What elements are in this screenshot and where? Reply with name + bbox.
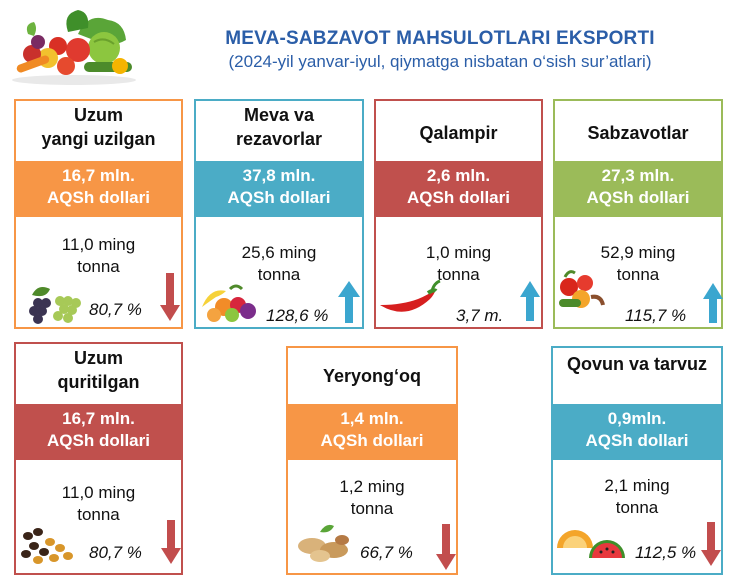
card-title: Uzum yangi uzilgan: [16, 103, 181, 151]
value-band: 2,6 mln. AQSh dollari: [374, 161, 543, 217]
export-volume: 2,1 ming tonna: [553, 475, 721, 519]
export-volume: 52,9 ming tonna: [555, 242, 721, 286]
export-value: 0,9mln.: [607, 409, 667, 428]
card-title-line2: yangi uzilgan: [41, 129, 156, 149]
peanuts-icon: [298, 524, 349, 562]
export-volume: 11,0 ming tonna: [16, 482, 181, 526]
arrow-up-icon: [520, 281, 540, 321]
export-unit: AQSh dollari: [227, 188, 331, 207]
growth-rate: 3,7 m.: [456, 306, 504, 325]
volume-line2: tonna: [257, 265, 301, 284]
volume-line2: tonna: [437, 265, 480, 284]
export-volume: 1,2 ming tonna: [288, 476, 456, 520]
export-value: 1,4 mln.: [340, 409, 404, 428]
vegetables-basket-icon: [12, 10, 136, 85]
export-value: 27,3 mln.: [601, 166, 675, 185]
card-fresh-grapes: Uzum yangi uzilgan 16,7 mln. AQSh dollar…: [14, 99, 183, 329]
export-volume: 25,6 ming tonna: [196, 242, 362, 286]
page-subtitle: (2024-yil yanvar-iyul, qiymatga nisbatan…: [228, 52, 652, 71]
volume-line1: 11,0 ming: [61, 235, 136, 254]
arrow-down-icon: [160, 273, 180, 321]
arrow-down-icon: [436, 524, 456, 570]
arrow-up-icon: [703, 283, 723, 323]
fruit-assortment-icon: [202, 284, 256, 322]
growth-rate: 128,6 %: [266, 306, 329, 325]
card-pepper: Qalampir 2,6 mln. AQSh dollari 1,0 ming …: [374, 99, 543, 329]
raisins-icon: [21, 528, 73, 564]
card-title-line1: Qovun va tarvuz: [566, 354, 708, 374]
arrow-down-icon: [161, 520, 181, 564]
card-title: Qalampir: [376, 121, 541, 145]
export-unit: AQSh dollari: [47, 188, 150, 207]
export-unit: AQSh dollari: [585, 431, 689, 450]
vegetables-icon: [559, 270, 605, 308]
export-unit: AQSh dollari: [407, 188, 510, 207]
value-band: 16,7 mln. AQSh dollari: [14, 161, 183, 217]
value-band: 16,7 mln. AQSh dollari: [14, 404, 183, 460]
card-title: Yeryong‘oq: [288, 364, 456, 388]
growth-rate: 115,7 %: [625, 306, 687, 325]
card-title-line1: Yeryong‘oq: [322, 366, 421, 386]
export-value: 16,7 mln.: [62, 409, 135, 428]
card-title-line1: Uzum: [74, 348, 123, 368]
card-dried-grapes: Uzum quritilgan 16,7 mln. AQSh dollari 1…: [14, 342, 183, 575]
card-title-line2: quritilgan: [57, 372, 140, 392]
card-peanuts: Yeryong‘oq 1,4 mln. AQSh dollari 1,2 min…: [286, 346, 458, 575]
volume-line2: tonna: [615, 498, 659, 517]
card-title-line1: Meva va: [243, 105, 315, 125]
volume-line2: tonna: [616, 265, 660, 284]
export-value: 2,6 mln.: [426, 166, 491, 185]
chili-pepper-icon: [380, 279, 441, 312]
volume-line1: 25,6 ming: [241, 243, 317, 262]
card-title-line1: Uzum: [74, 105, 123, 125]
export-unit: AQSh dollari: [586, 188, 690, 207]
growth-rate: 66,7 %: [360, 543, 413, 562]
volume-line1: 1,0 ming: [425, 243, 492, 262]
growth-rate: 112,5 %: [635, 543, 697, 562]
volume-line2: tonna: [77, 257, 120, 276]
volume-line2: tonna: [77, 505, 120, 524]
volume-line1: 1,2 ming: [339, 477, 405, 496]
card-title: Sabzavotlar: [555, 121, 721, 145]
card-title: Meva va rezavorlar: [196, 103, 362, 151]
card-title: Uzum quritilgan: [16, 346, 181, 394]
export-unit: AQSh dollari: [320, 431, 424, 450]
volume-line1: 2,1 ming: [604, 476, 670, 495]
growth-rate: 80,7 %: [89, 543, 142, 562]
value-band: 1,4 mln. AQSh dollari: [286, 404, 458, 460]
arrow-up-icon: [338, 281, 360, 323]
value-band: 0,9mln. AQSh dollari: [551, 404, 723, 460]
page-title: MEVA-SABZAVOT MAHSULOTLARI EKSPORTI: [225, 28, 655, 49]
volume-line2: tonna: [350, 499, 394, 518]
value-band: 27,3 mln. AQSh dollari: [553, 161, 723, 217]
volume-line1: 11,0 ming: [61, 483, 136, 502]
card-title: Qovun va tarvuz: [553, 352, 721, 376]
export-value: 16,7 mln.: [62, 166, 135, 185]
card-title-line1: Sabzavotlar: [587, 123, 689, 143]
value-band: 37,8 mln. AQSh dollari: [194, 161, 364, 217]
card-title-line1: Qalampir: [419, 123, 498, 143]
melon-watermelon-icon: [557, 530, 625, 558]
card-title-line2: rezavorlar: [235, 129, 323, 149]
fresh-grapes-icon: [29, 287, 81, 324]
growth-rate: 80,7 %: [89, 300, 142, 319]
card-fruits-berries: Meva va rezavorlar 37,8 mln. AQSh dollar…: [194, 99, 364, 329]
arrow-down-icon: [701, 522, 721, 566]
export-value: 37,8 mln.: [242, 166, 316, 185]
export-volume: 1,0 ming tonna: [376, 242, 541, 286]
card-melon-watermelon: Qovun va tarvuz 0,9mln. AQSh dollari 2,1…: [551, 346, 723, 575]
card-vegetables: Sabzavotlar 27,3 mln. AQSh dollari 52,9 …: [553, 99, 723, 329]
volume-line1: 52,9 ming: [600, 243, 676, 262]
export-unit: AQSh dollari: [47, 431, 150, 450]
export-volume: 11,0 ming tonna: [16, 234, 181, 278]
